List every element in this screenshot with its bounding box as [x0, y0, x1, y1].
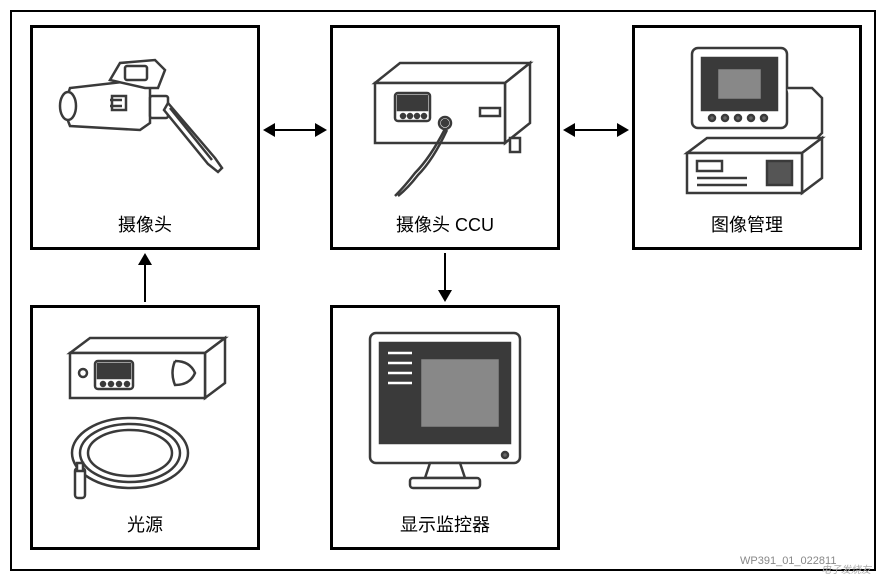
arrow-camera-ccu-line [275, 129, 315, 131]
arrow-camera-ccu-right [315, 123, 327, 137]
watermark: 电子发烧友 [821, 561, 871, 576]
image-mgmt-label: 图像管理 [635, 211, 859, 237]
camera-icon [33, 28, 257, 208]
arrow-ccu-img-line [575, 129, 617, 131]
box-camera: 摄像头 [30, 25, 260, 250]
monitor-icon [333, 308, 557, 508]
monitor-label: 显示监控器 [333, 511, 557, 537]
arrow-ccu-img-left [563, 123, 575, 137]
arrow-ccu-monitor-head [438, 290, 452, 302]
light-source-label: 光源 [33, 511, 257, 537]
light-source-icon [33, 308, 257, 508]
arrow-light-camera-head [138, 253, 152, 265]
ccu-label: 摄像头 CCU [333, 211, 557, 237]
arrow-ccu-monitor-line [444, 253, 446, 290]
camera-label: 摄像头 [33, 211, 257, 237]
box-ccu: 摄像头 CCU [330, 25, 560, 250]
box-image-mgmt: 图像管理 [632, 25, 862, 250]
image-mgmt-icon [635, 28, 859, 208]
arrow-camera-ccu-left [263, 123, 275, 137]
arrow-light-camera-line [144, 265, 146, 302]
box-light-source: 光源 [30, 305, 260, 550]
box-monitor: 显示监控器 [330, 305, 560, 550]
arrow-ccu-img-right [617, 123, 629, 137]
ccu-icon [333, 28, 557, 208]
